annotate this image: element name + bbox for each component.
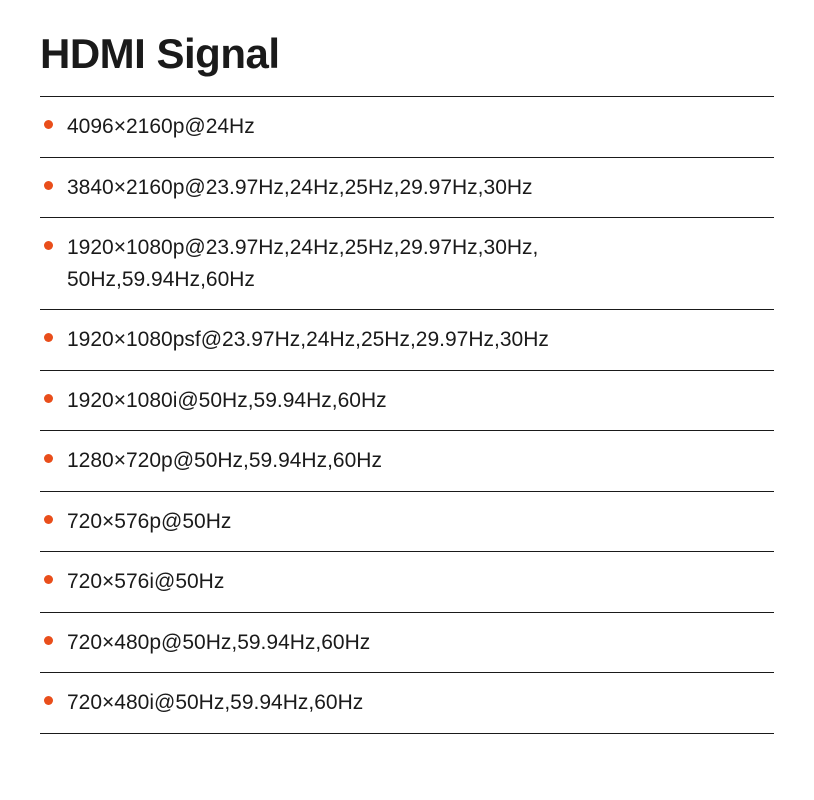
list-item: 720×576p@50Hz xyxy=(40,491,774,552)
list-item: 720×480i@50Hz,59.94Hz,60Hz xyxy=(40,672,774,734)
bullet-icon xyxy=(44,333,53,342)
list-item: 1920×1080p@23.97Hz,24Hz,25Hz,29.97Hz,30H… xyxy=(40,217,774,309)
signal-text: 720×480p@50Hz,59.94Hz,60Hz xyxy=(67,627,370,659)
bullet-icon xyxy=(44,515,53,524)
signal-text: 720×576i@50Hz xyxy=(67,566,224,598)
list-item: 4096×2160p@24Hz xyxy=(40,96,774,157)
signal-text: 1280×720p@50Hz,59.94Hz,60Hz xyxy=(67,445,382,477)
bullet-icon xyxy=(44,454,53,463)
signal-text: 720×576p@50Hz xyxy=(67,506,231,538)
signal-text: 720×480i@50Hz,59.94Hz,60Hz xyxy=(67,687,363,719)
page-title: HDMI Signal xyxy=(40,30,774,78)
bullet-icon xyxy=(44,120,53,129)
bullet-icon xyxy=(44,636,53,645)
signal-text: 1920×1080p@23.97Hz,24Hz,25Hz,29.97Hz,30H… xyxy=(67,232,707,295)
signal-text: 1920×1080psf@23.97Hz,24Hz,25Hz,29.97Hz,3… xyxy=(67,324,549,356)
bullet-icon xyxy=(44,394,53,403)
list-item: 1920×1080psf@23.97Hz,24Hz,25Hz,29.97Hz,3… xyxy=(40,309,774,370)
signal-text: 1920×1080i@50Hz,59.94Hz,60Hz xyxy=(67,385,387,417)
list-item: 720×480p@50Hz,59.94Hz,60Hz xyxy=(40,612,774,673)
bullet-icon xyxy=(44,241,53,250)
bullet-icon xyxy=(44,575,53,584)
list-item: 3840×2160p@23.97Hz,24Hz,25Hz,29.97Hz,30H… xyxy=(40,157,774,218)
signal-list: 4096×2160p@24Hz 3840×2160p@23.97Hz,24Hz,… xyxy=(40,96,774,734)
list-item: 1920×1080i@50Hz,59.94Hz,60Hz xyxy=(40,370,774,431)
signal-text: 3840×2160p@23.97Hz,24Hz,25Hz,29.97Hz,30H… xyxy=(67,172,533,204)
list-item: 720×576i@50Hz xyxy=(40,551,774,612)
bullet-icon xyxy=(44,696,53,705)
list-item: 1280×720p@50Hz,59.94Hz,60Hz xyxy=(40,430,774,491)
bullet-icon xyxy=(44,181,53,190)
signal-text: 4096×2160p@24Hz xyxy=(67,111,255,143)
